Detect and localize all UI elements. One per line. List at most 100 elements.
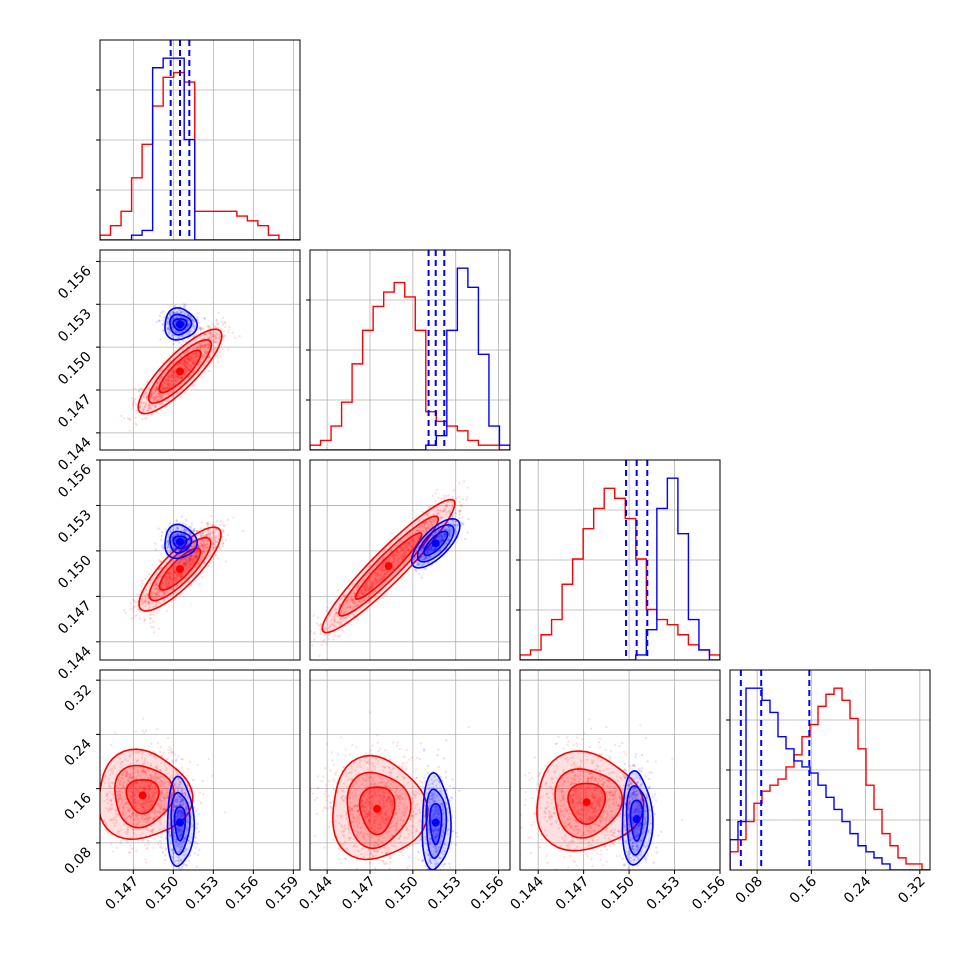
y-tick-label: 0.150 [55, 552, 95, 592]
sample-point [195, 355, 199, 358]
sample-point [358, 584, 361, 588]
sample-point [182, 529, 185, 532]
histogram-4: 0.08 0.16 0.24 0.32 [726, 669, 931, 907]
sample-point [384, 571, 388, 575]
sample-point [216, 323, 219, 326]
sample-point [156, 588, 160, 591]
sample-point [148, 774, 152, 777]
sample-point [352, 600, 355, 603]
sample-point [179, 558, 182, 561]
sample-point [407, 548, 410, 551]
sample-point [199, 326, 203, 329]
sample-point [172, 587, 175, 591]
sample-point [164, 528, 168, 531]
sample-point [223, 325, 227, 329]
sample-point [418, 535, 421, 538]
sample-point [188, 562, 191, 565]
sample-point [184, 564, 188, 567]
sample-point [205, 533, 208, 537]
sample-point [142, 408, 145, 411]
sample-point [131, 827, 134, 831]
sample-point [179, 532, 182, 535]
sample-point [333, 617, 336, 620]
sample-point [149, 622, 152, 625]
sample-point [445, 505, 448, 508]
sample-point [163, 378, 167, 381]
sample-point [381, 566, 384, 569]
sample-point [222, 348, 225, 351]
sample-point [187, 314, 190, 317]
sample-point [207, 531, 210, 534]
sample-point [188, 315, 191, 318]
sample-point [150, 413, 154, 416]
sample-point [132, 610, 135, 613]
sample-point [414, 568, 417, 571]
sample-point [156, 382, 159, 385]
sample-point [421, 529, 424, 533]
sample-point [338, 603, 341, 606]
sample-point [397, 561, 400, 564]
sample-point [187, 537, 190, 540]
sample-point [190, 584, 193, 588]
sample-point [211, 322, 214, 326]
sample-point [154, 396, 157, 400]
sample-point [377, 554, 381, 557]
sample-point [165, 541, 168, 544]
sample-point [184, 562, 187, 565]
sample-point [376, 573, 380, 577]
sample-point [200, 544, 204, 547]
sample-point [154, 390, 157, 393]
sample-point [373, 590, 377, 593]
sample-point [193, 559, 196, 562]
sample-point [170, 541, 174, 544]
sample-point [444, 505, 448, 508]
sample-point [134, 815, 137, 819]
sample-point [446, 500, 449, 504]
density-peak [176, 565, 184, 574]
sample-point [147, 601, 151, 604]
sample-point [211, 541, 214, 545]
sample-point [192, 545, 195, 548]
sample-point [213, 524, 216, 527]
sample-point [92, 803, 94, 805]
sample-point [220, 328, 223, 331]
sample-point [194, 579, 197, 582]
sample-point [150, 800, 154, 803]
sample-point [344, 616, 347, 620]
sample-point [223, 321, 226, 325]
sample-point [422, 563, 426, 566]
sample-point [105, 794, 109, 797]
sample-point [178, 331, 181, 334]
sample-point [334, 608, 337, 611]
sample-point [164, 781, 168, 784]
sample-point [184, 364, 187, 367]
sample-point [341, 616, 344, 619]
sample-point [130, 784, 133, 788]
sample-point [145, 396, 148, 399]
sample-point [178, 561, 181, 564]
sample-point [170, 390, 173, 393]
sample-point [445, 510, 448, 514]
sample-point [183, 364, 186, 368]
sample-point [131, 776, 134, 779]
sample-point [187, 313, 190, 316]
y-tick-label: 0.147 [55, 392, 95, 432]
sample-point [420, 525, 424, 528]
sample-point [439, 533, 443, 537]
sample-point [429, 550, 432, 553]
sample-point [167, 539, 170, 543]
sample-point [196, 551, 199, 554]
sample-point [409, 540, 412, 543]
sample-point [194, 550, 198, 553]
sample-point [382, 572, 386, 575]
sample-point [149, 613, 152, 616]
sample-point [429, 543, 432, 546]
sample-point [439, 539, 443, 542]
sample-point [166, 392, 169, 395]
sample-point [167, 533, 170, 536]
sample-point [217, 531, 221, 534]
sample-point [441, 539, 445, 542]
sample-point [379, 574, 382, 577]
sample-point [164, 583, 167, 586]
sample-point [112, 821, 116, 825]
